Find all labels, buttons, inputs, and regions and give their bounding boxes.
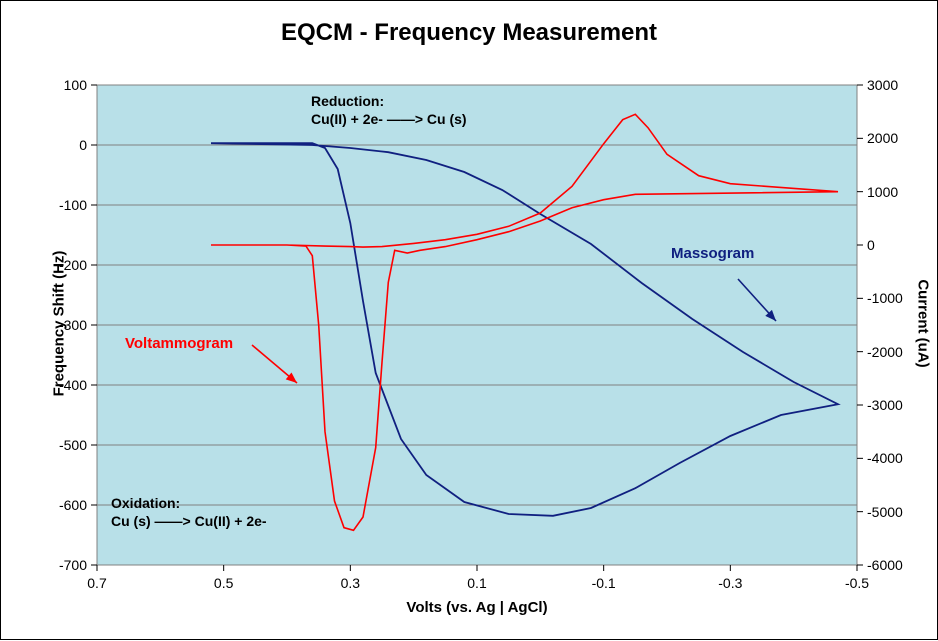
tick-label: -300 — [37, 317, 87, 333]
tick-label: 0 — [37, 137, 87, 153]
tick-label: -5000 — [867, 504, 903, 520]
tick-label: -100 — [37, 197, 87, 213]
tick-label: -500 — [37, 437, 87, 453]
tick-label: 1000 — [867, 184, 898, 200]
tick-label: -6000 — [867, 557, 903, 573]
tick-label: -0.5 — [827, 575, 887, 591]
chart-frame: EQCM - Frequency Measurement Frequency S… — [0, 0, 938, 640]
tick-label: 100 — [37, 77, 87, 93]
plot-area — [1, 1, 938, 641]
tick-label: -200 — [37, 257, 87, 273]
tick-label: 3000 — [867, 77, 898, 93]
tick-label: 0.1 — [447, 575, 507, 591]
tick-label: 0 — [867, 237, 875, 253]
tick-label: -2000 — [867, 344, 903, 360]
tick-label: -700 — [37, 557, 87, 573]
tick-label: 0.5 — [194, 575, 254, 591]
tick-label: -3000 — [867, 397, 903, 413]
tick-label: 0.3 — [320, 575, 380, 591]
annotation-reduction-l2: Cu(II) + 2e- ——> Cu (s) — [311, 111, 467, 129]
tick-label: -400 — [37, 377, 87, 393]
tick-label: -4000 — [867, 450, 903, 466]
annotation-oxidation-l1: Oxidation: — [111, 495, 267, 513]
tick-label: -1000 — [867, 290, 903, 306]
annotation-reduction: Reduction: Cu(II) + 2e- ——> Cu (s) — [311, 93, 467, 128]
annotation-oxidation: Oxidation: Cu (s) ——> Cu(II) + 2e- — [111, 495, 267, 530]
annotation-voltammogram: Voltammogram — [125, 335, 233, 354]
tick-label: 2000 — [867, 130, 898, 146]
annotation-oxidation-l2: Cu (s) ——> Cu(II) + 2e- — [111, 513, 267, 531]
annotation-reduction-l1: Reduction: — [311, 93, 467, 111]
tick-label: -0.1 — [574, 575, 634, 591]
tick-label: -0.3 — [700, 575, 760, 591]
annotation-massogram: Massogram — [671, 245, 754, 264]
tick-label: 0.7 — [67, 575, 127, 591]
tick-label: -600 — [37, 497, 87, 513]
